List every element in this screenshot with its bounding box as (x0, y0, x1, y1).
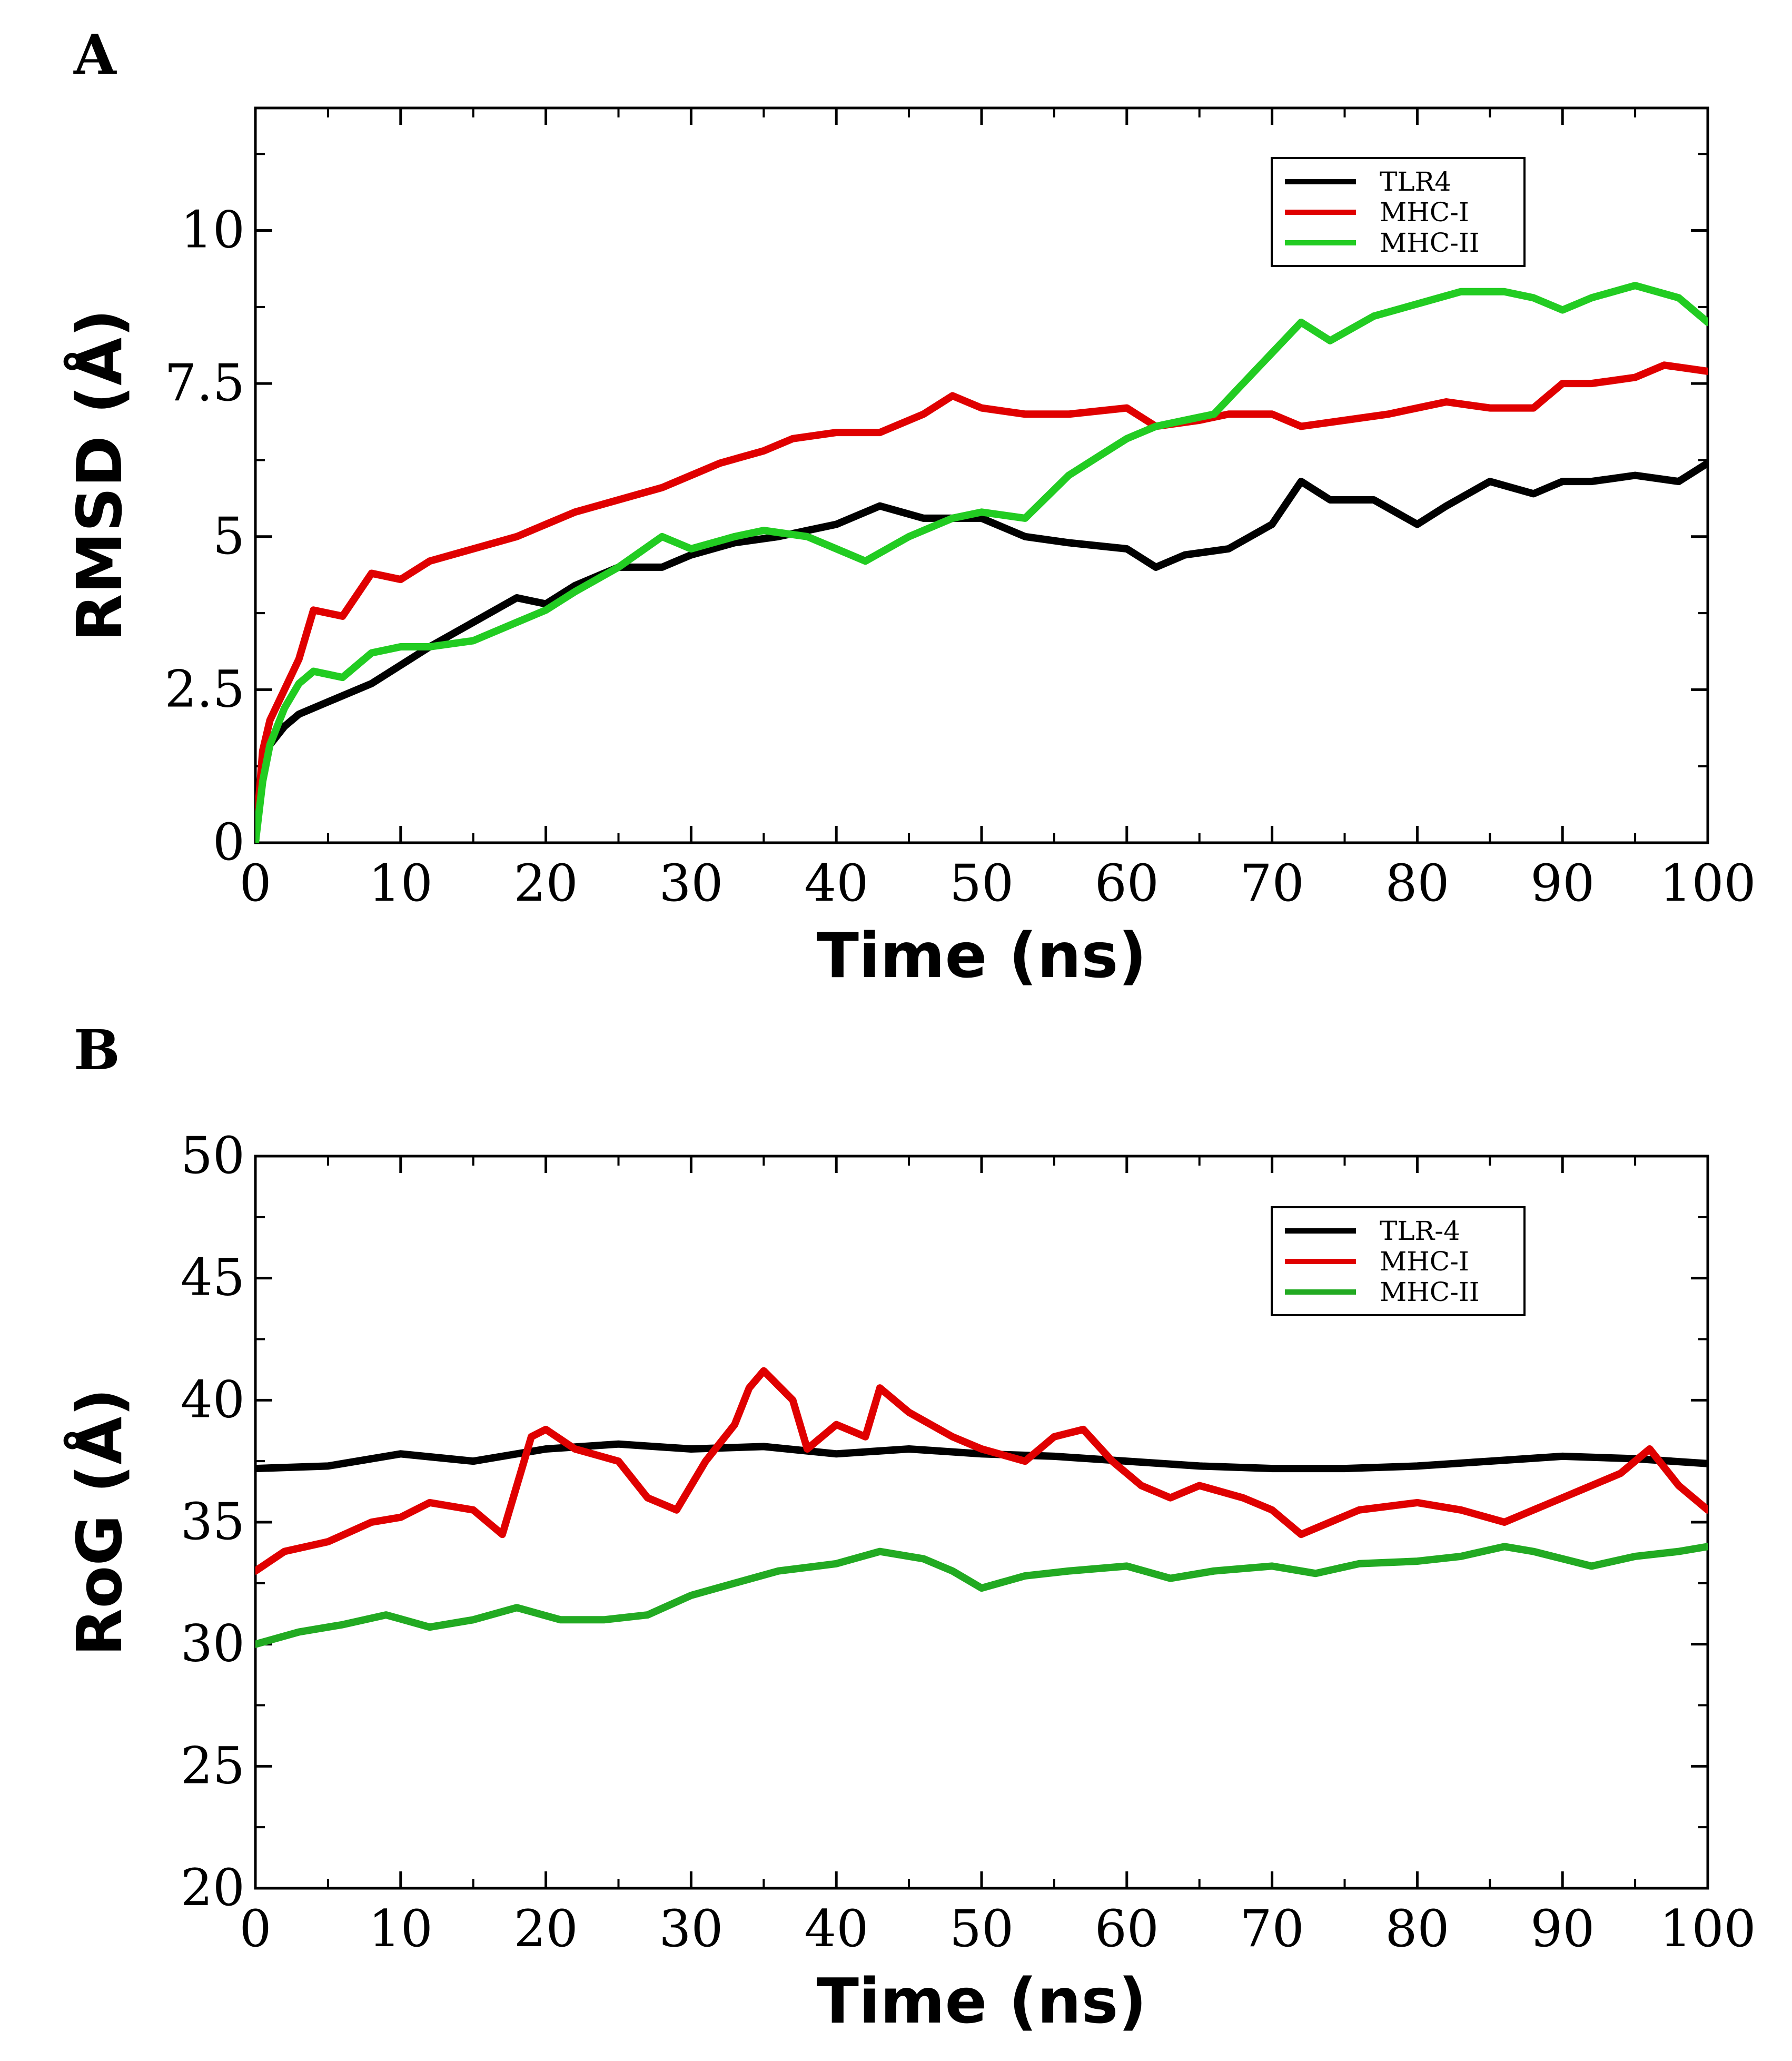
panel-b-rog-chart: B 0 10 20 30 40 50 60 70 80 90 100 20 25 30 35 40 45 50 Tim… (63, 1018, 1756, 2037)
x-tick-label: 90 (1530, 1899, 1595, 1958)
x-tick-label: 40 (804, 854, 868, 913)
y-tick-label: 40 (181, 1370, 245, 1429)
y-tick-label: 20 (181, 1858, 245, 1917)
y-tick-label: 50 (181, 1126, 245, 1185)
y-tick-label: 25 (181, 1736, 245, 1795)
y-axis-label: RoG (Å) (63, 1388, 136, 1656)
x-tick-label: 60 (1095, 854, 1159, 913)
series-group (255, 1367, 1708, 1648)
series-line-mhc-ii (255, 282, 1708, 843)
y-tick-label: 10 (181, 201, 245, 260)
x-tick-label: 20 (514, 1899, 578, 1958)
x-tick-label: 50 (949, 854, 1014, 913)
x-tick-label: 20 (514, 854, 578, 913)
y-tick-label: 0 (213, 813, 245, 872)
x-tick-label: 60 (1095, 1899, 1159, 1958)
x-tick-label: 50 (949, 1899, 1014, 1958)
x-axis-label: Time (ns) (816, 1965, 1146, 2037)
legend-label: MHC-I (1380, 197, 1469, 228)
x-axis-label: Time (ns) (816, 919, 1146, 992)
legend-label: TLR4 (1380, 166, 1451, 197)
x-tick-label: 80 (1385, 1899, 1449, 1958)
x-tick-label: 70 (1240, 1899, 1304, 1958)
y-tick-label: 45 (181, 1248, 245, 1307)
series-line-tlr4 (255, 459, 1708, 843)
x-tick-label: 80 (1385, 854, 1449, 913)
y-axis-label: RMSD (Å) (63, 309, 136, 642)
x-tick-label: 0 (239, 1899, 271, 1958)
x-tick-label: 100 (1659, 1899, 1756, 1958)
x-tick-label: 100 (1659, 854, 1756, 913)
legend-label: MHC-II (1380, 1277, 1479, 1307)
y-tick-label: 35 (181, 1492, 245, 1551)
x-tick-label: 40 (804, 1899, 868, 1958)
series-line-mhc-i (255, 361, 1708, 843)
panel-a-rmsd-chart: A 0 10 20 30 40 50 60 70 80 90 100 0 2.5 5 7.5 10 Time (n… (63, 22, 1756, 992)
series-line-mhc-i (255, 1367, 1708, 1575)
y-tick-label: 2.5 (164, 659, 245, 718)
series-line-mhc-ii (255, 1543, 1708, 1648)
x-tick-label: 30 (659, 854, 723, 913)
legend-label: MHC-I (1380, 1246, 1469, 1277)
x-tick-label: 10 (369, 1899, 433, 1958)
x-tick-label: 90 (1530, 854, 1595, 913)
legend-label: MHC-II (1380, 228, 1479, 258)
x-tick-label: 0 (239, 854, 271, 913)
x-tick-label: 70 (1240, 854, 1304, 913)
series-group (255, 282, 1708, 843)
x-tick-label: 30 (659, 1899, 723, 1958)
legend-label: TLR-4 (1380, 1216, 1460, 1246)
y-tick-label: 30 (181, 1614, 245, 1673)
y-tick-label: 7.5 (164, 353, 245, 412)
x-tick-label: 10 (369, 854, 433, 913)
series-line-tlr-4 (255, 1440, 1708, 1473)
y-tick-label: 5 (213, 507, 245, 566)
panel-label: B (74, 1018, 120, 1082)
panel-label: A (73, 22, 117, 87)
